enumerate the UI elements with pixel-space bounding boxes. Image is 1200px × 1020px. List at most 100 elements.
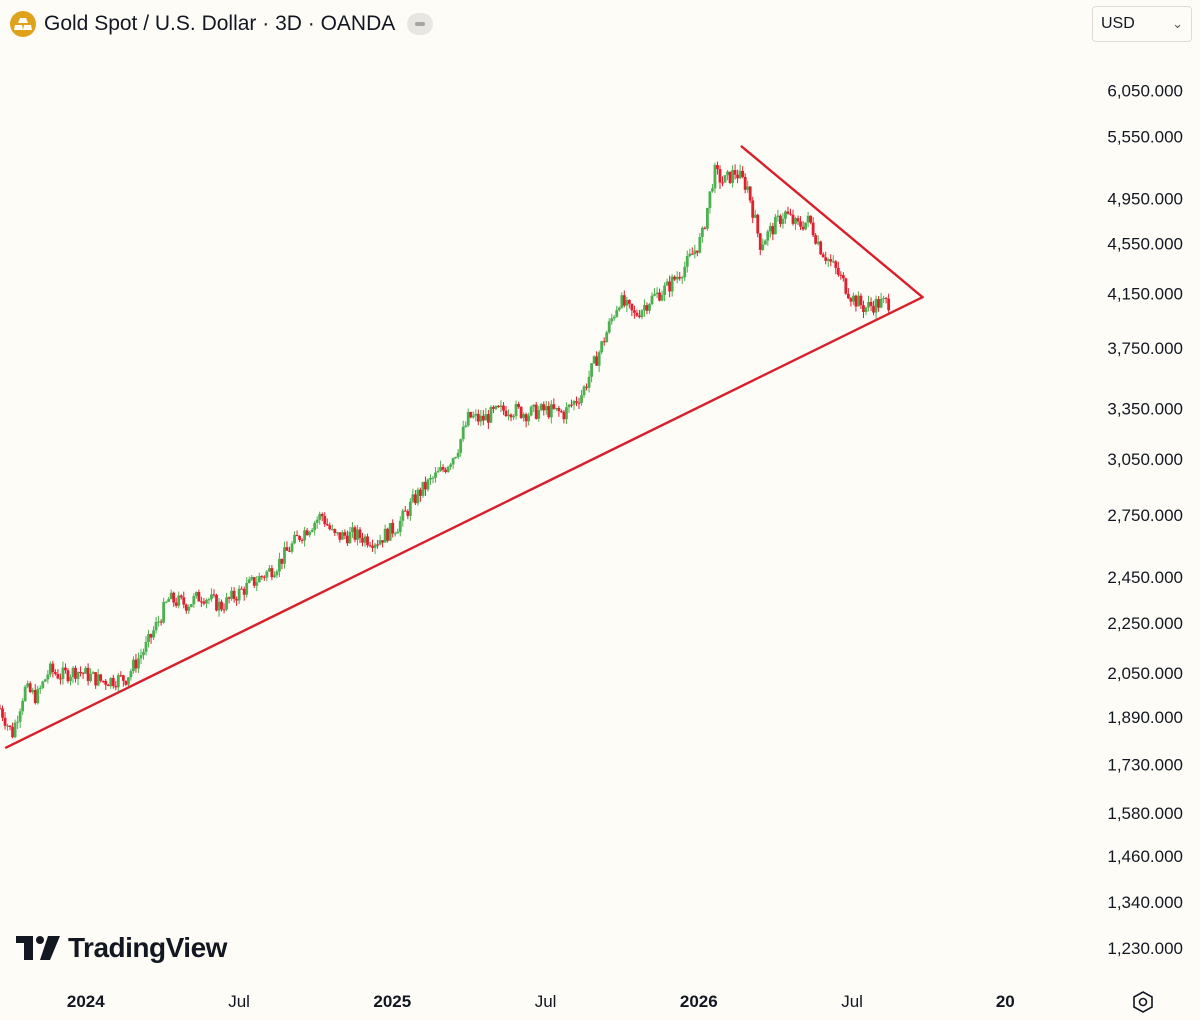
candle-body xyxy=(386,528,390,541)
candle-body xyxy=(698,236,702,253)
candle-body xyxy=(461,426,465,440)
candle-body xyxy=(340,532,344,540)
candle-body xyxy=(572,401,576,405)
candle-body xyxy=(504,410,508,417)
candle-body xyxy=(260,576,264,578)
candle-body xyxy=(290,543,294,552)
candle-body xyxy=(111,677,115,686)
candle-body xyxy=(824,257,828,261)
candle-body xyxy=(147,634,150,642)
candle-body xyxy=(149,634,153,638)
candle-body xyxy=(154,621,158,631)
candle-body xyxy=(517,404,520,407)
chart-settings-button[interactable] xyxy=(1129,988,1157,1016)
candle-body xyxy=(212,594,216,596)
candle-body xyxy=(114,685,118,688)
candle-body xyxy=(582,386,586,396)
candle-body xyxy=(283,547,286,564)
candle-body xyxy=(534,404,538,419)
candle-body xyxy=(69,677,72,682)
y-tick-label: 1,340.000 xyxy=(1107,893,1183,912)
candle-body xyxy=(713,165,717,189)
tradingview-logo: TradingView xyxy=(16,932,227,964)
trendline-resistance xyxy=(740,145,924,299)
candle-body xyxy=(758,233,762,250)
candle-body xyxy=(278,558,281,572)
candle-body xyxy=(877,299,880,308)
candle-body xyxy=(16,721,20,723)
candle-body xyxy=(144,641,148,652)
candle-body xyxy=(711,188,714,192)
candle-body xyxy=(554,407,558,409)
candle-body xyxy=(829,259,833,262)
candle-body xyxy=(275,571,279,576)
candle-body xyxy=(721,182,724,184)
candle-body xyxy=(1,708,4,718)
candle-body xyxy=(434,472,437,478)
candle-body xyxy=(272,575,276,578)
candle-body xyxy=(436,471,440,473)
candle-body xyxy=(768,226,772,232)
candle-body xyxy=(184,604,188,611)
candle-body xyxy=(101,680,105,682)
candle-body xyxy=(756,214,760,234)
candle-body xyxy=(325,524,329,526)
candle-body xyxy=(174,602,178,606)
collapse-legend-button[interactable] xyxy=(407,13,434,35)
candle-body xyxy=(333,529,337,534)
candle-body xyxy=(358,529,362,539)
x-tick-label: Jul xyxy=(535,992,557,1011)
candle-body xyxy=(46,674,50,680)
candle-body xyxy=(431,477,435,479)
x-tick-label: 2026 xyxy=(680,992,718,1011)
candle-body xyxy=(562,411,566,420)
candle-body xyxy=(23,686,27,701)
candle-body xyxy=(532,404,536,407)
candle-body xyxy=(585,386,588,388)
currency-select[interactable]: USD ⌄ xyxy=(1092,6,1192,42)
symbol-title[interactable]: Gold Spot / U.S. Dollar · 3D · OANDA xyxy=(44,12,396,35)
candle-body xyxy=(801,226,805,230)
candle-body xyxy=(559,411,563,413)
candle-body xyxy=(109,677,113,687)
candle-body xyxy=(318,514,322,520)
candle-body xyxy=(134,659,138,669)
candle-body xyxy=(129,671,133,678)
candle-body xyxy=(771,226,775,235)
candle-body xyxy=(731,170,734,183)
y-tick-label: 4,950.000 xyxy=(1107,189,1183,208)
candle-body xyxy=(86,667,90,681)
candle-body xyxy=(179,595,183,598)
candle-body xyxy=(280,558,284,564)
candle-body xyxy=(509,414,513,418)
candle-body xyxy=(456,452,460,458)
candle-body xyxy=(288,550,291,552)
candle-body xyxy=(320,514,324,517)
candle-body xyxy=(152,630,155,638)
candle-body xyxy=(96,674,100,686)
candle-body xyxy=(665,281,669,286)
candle-body xyxy=(119,675,123,677)
candle-body xyxy=(250,577,254,580)
trendline-support xyxy=(4,295,924,749)
candle-body xyxy=(139,655,143,659)
candle-body xyxy=(335,532,339,534)
candle-body xyxy=(811,222,815,236)
logo-text: TradingView xyxy=(68,932,227,963)
candle-body xyxy=(826,259,830,261)
candle-body xyxy=(217,601,221,611)
candle-body xyxy=(262,576,266,578)
candle-body xyxy=(539,404,543,411)
candle-body xyxy=(524,414,528,422)
candle-body xyxy=(650,295,654,305)
candle-body xyxy=(663,285,667,296)
trendlines-layer xyxy=(4,145,924,749)
candle-body xyxy=(61,667,65,679)
chart-header: Gold Spot / U.S. Dollar · 3D · OANDA xyxy=(10,8,434,40)
candle-body xyxy=(13,722,17,738)
candle-body xyxy=(884,298,888,300)
candle-body xyxy=(303,530,307,541)
candle-body xyxy=(705,207,709,229)
candle-body xyxy=(227,597,231,599)
